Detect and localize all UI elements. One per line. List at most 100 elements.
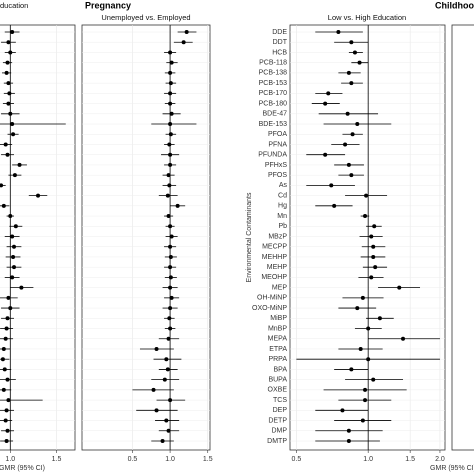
point-estimate: [1, 346, 6, 351]
y-tick-label: MnBP: [268, 325, 287, 332]
panel-frame: [451, 24, 474, 451]
y-tick-label: PCB-170: [259, 90, 288, 97]
x-tick-label: 2.0: [435, 456, 445, 463]
point-estimate: [401, 336, 406, 341]
point-estimate: [19, 285, 24, 290]
point-estimate: [323, 152, 328, 157]
point-estimate: [345, 111, 350, 116]
y-tick-label: PFNA: [268, 141, 287, 148]
point-estimate: [372, 224, 377, 229]
point-estimate: [10, 275, 15, 280]
point-estimate: [7, 91, 12, 96]
point-estimate: [168, 398, 173, 403]
point-estimate: [168, 244, 173, 249]
point-estimate: [360, 418, 365, 423]
panel-frame: [81, 24, 211, 451]
point-estimate: [168, 254, 173, 259]
point-estimate: [168, 81, 173, 86]
y-tick-label: MBzP: [268, 233, 287, 240]
point-estimate: [168, 162, 173, 167]
y-tick-label: MEP: [272, 284, 288, 291]
y-tick-label: Hg: [278, 203, 287, 210]
y-tick-label: PRPA: [268, 356, 287, 363]
point-estimate: [397, 285, 402, 290]
y-tick-label: DETP: [268, 417, 287, 424]
point-estimate: [169, 234, 174, 239]
point-estimate: [363, 214, 368, 219]
point-estimate: [165, 367, 170, 372]
y-tick-label: BDE-153: [259, 121, 288, 128]
point-estimate: [355, 306, 360, 311]
point-estimate: [166, 428, 171, 433]
y-tick-label: As: [279, 182, 288, 189]
point-estimate: [349, 367, 354, 372]
point-estimate: [169, 60, 174, 65]
point-estimate: [167, 316, 172, 321]
point-estimate: [371, 244, 376, 249]
point-estimate: [181, 40, 186, 45]
point-estimate: [363, 387, 368, 392]
point-estimate: [340, 408, 345, 413]
y-tick-label: MEOHP: [261, 274, 287, 281]
point-estimate: [350, 132, 355, 137]
point-estimate: [1, 203, 6, 208]
x-tick-label: 1.5: [52, 456, 62, 463]
point-estimate: [8, 214, 13, 219]
point-estimate: [4, 326, 9, 331]
point-estimate: [369, 275, 374, 280]
y-tick-label: BUPA: [268, 376, 287, 383]
y-tick-label: PCB-138: [259, 70, 288, 77]
y-tick-label: OXO-MiNP: [252, 305, 287, 312]
y-axis-label: Environmental Contaminants: [246, 192, 253, 282]
point-estimate: [164, 357, 169, 362]
point-estimate: [166, 336, 171, 341]
point-estimate: [169, 295, 174, 300]
point-estimate: [5, 428, 10, 433]
panel-frame: [289, 24, 446, 451]
point-estimate: [323, 101, 328, 106]
point-estimate: [377, 316, 382, 321]
point-estimate: [12, 173, 17, 178]
point-estimate: [168, 326, 173, 331]
y-tick-label: TCS: [273, 397, 287, 404]
point-estimate: [8, 111, 13, 116]
point-estimate: [154, 408, 159, 413]
x-tick-label: 1.0: [165, 456, 175, 463]
point-estimate: [166, 173, 171, 178]
point-estimate: [184, 30, 189, 34]
point-estimate: [4, 439, 9, 443]
point-estimate: [346, 70, 351, 75]
point-estimate: [168, 285, 173, 290]
y-tick-label: OH-MiNP: [257, 295, 287, 302]
point-estimate: [4, 70, 9, 75]
point-estimate: [10, 122, 15, 127]
y-tick-label: PCB-153: [259, 80, 288, 87]
point-estimate: [17, 162, 22, 167]
panel-frame: [0, 24, 76, 451]
point-estimate: [168, 91, 173, 96]
point-estimate: [349, 40, 354, 45]
point-estimate: [162, 377, 167, 382]
point-estimate: [5, 60, 10, 65]
point-estimate: [352, 50, 357, 55]
point-estimate: [168, 70, 173, 75]
point-estimate: [11, 265, 16, 270]
point-estimate: [349, 173, 354, 178]
x-tick-label: 0.5: [292, 456, 302, 463]
y-tick-label: Cd: [278, 192, 287, 199]
point-estimate: [363, 398, 368, 403]
point-estimate: [167, 142, 172, 147]
point-estimate: [168, 265, 173, 270]
point-estimate: [6, 81, 11, 86]
point-estimate: [5, 377, 10, 382]
y-tick-label: DMTP: [267, 438, 287, 445]
point-estimate: [1, 387, 6, 392]
point-estimate: [154, 346, 159, 351]
point-estimate: [160, 439, 165, 443]
y-tick-label: DEP: [273, 407, 288, 414]
y-tick-label: MEHP: [267, 264, 288, 271]
y-tick-label: HCB: [272, 49, 287, 56]
y-tick-label: ETPA: [269, 346, 287, 353]
